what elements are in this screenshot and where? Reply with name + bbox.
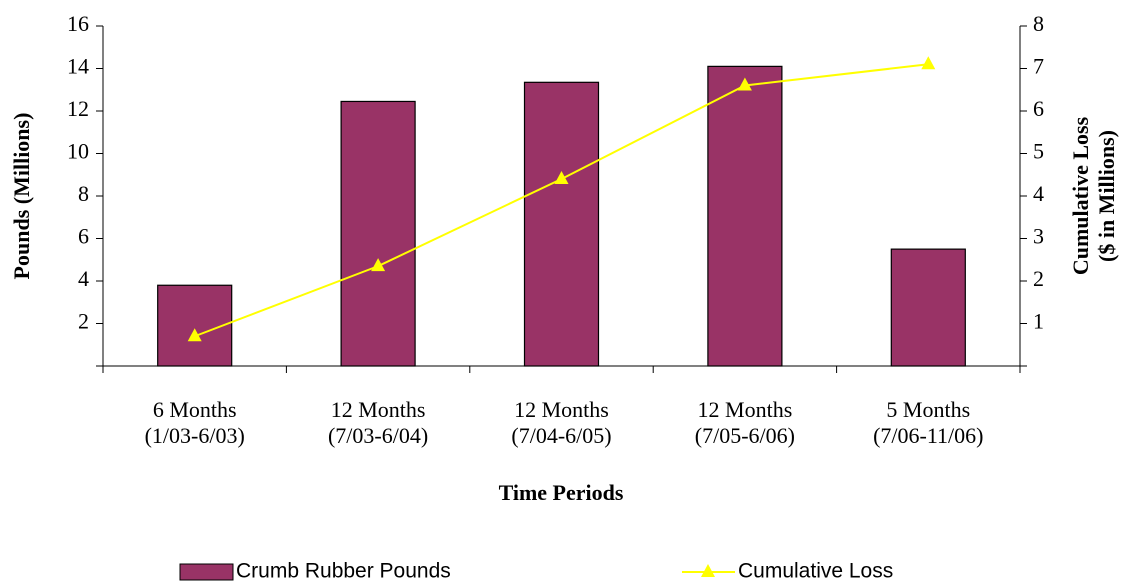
y-tick-label: 16 — [67, 11, 89, 36]
legend-marker — [701, 564, 715, 577]
y-axis-label: Pounds (Millions) — [9, 113, 34, 280]
x-tick-label: 12 Months (7/05-6/06) — [695, 397, 795, 448]
x-tick-label: 12 Months (7/04-6/05) — [511, 397, 611, 448]
x-axis-label: Time Periods — [499, 480, 624, 505]
y-tick-label: 10 — [67, 139, 89, 164]
y2-tick-label: 7 — [1033, 54, 1044, 79]
bar — [157, 284, 233, 367]
y-tick-label: 14 — [67, 54, 89, 79]
bar — [340, 100, 416, 367]
y2-tick-label: 6 — [1033, 96, 1044, 121]
y2-tick-label: 3 — [1033, 224, 1044, 249]
marker — [554, 171, 569, 184]
y2-tick-label: 5 — [1033, 139, 1044, 164]
legend-swatch — [179, 563, 234, 581]
bar — [707, 65, 783, 367]
y-tick-label: 6 — [78, 224, 89, 249]
x-tick-label: 6 Months (1/03-6/03) — [145, 397, 245, 448]
y-tick-label: 8 — [78, 181, 89, 206]
x-tick-label: 12 Months (7/03-6/04) — [328, 397, 428, 448]
y2-tick-label: 4 — [1033, 181, 1044, 206]
y2-tick-label: 1 — [1033, 309, 1044, 334]
legend-label: Crumb Rubber Pounds — [236, 560, 451, 582]
marker — [371, 258, 386, 272]
y-tick-label: 2 — [78, 309, 89, 334]
marker — [187, 328, 202, 342]
y-tick-label: 12 — [67, 96, 89, 121]
x-tick-label: 5 Months (7/06-11/06) — [873, 397, 983, 448]
y-tick-label: 4 — [78, 266, 89, 291]
bar — [523, 81, 600, 367]
marker — [737, 77, 752, 91]
y2-axis-label: Cumulative Loss($ in Millions) — [1068, 116, 1119, 275]
bar — [890, 248, 966, 367]
y2-tick-label: 8 — [1033, 11, 1044, 36]
legend-label: Cumulative Loss — [738, 560, 893, 582]
marker — [921, 56, 936, 70]
y2-tick-label: 2 — [1033, 266, 1044, 291]
